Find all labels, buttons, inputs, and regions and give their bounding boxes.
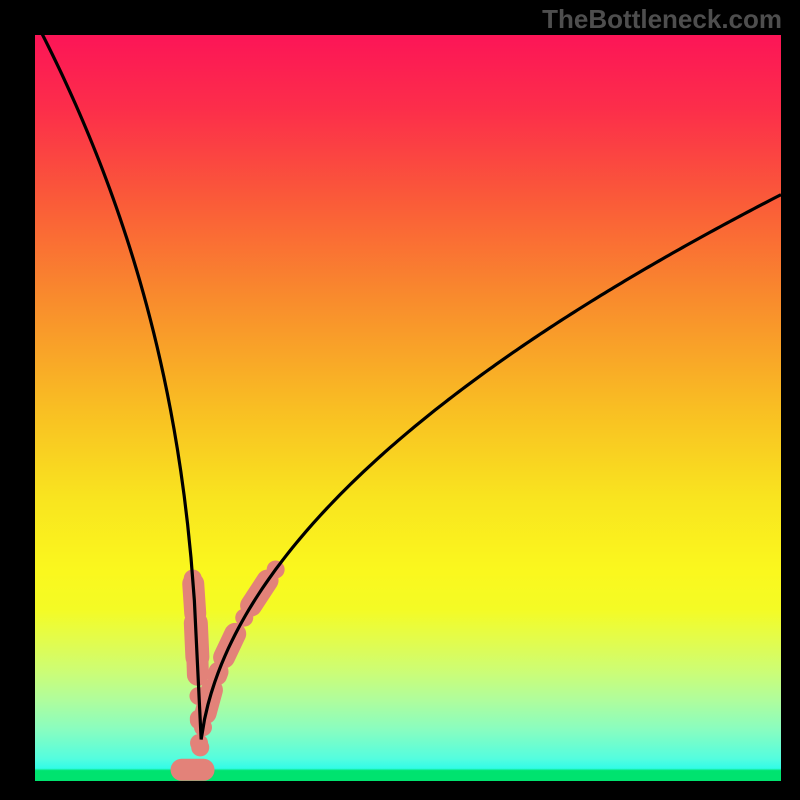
stage: TheBottleneck.com — [0, 0, 800, 800]
curve-layer — [35, 35, 781, 781]
plot-area — [35, 35, 781, 781]
watermark-text: TheBottleneck.com — [542, 4, 782, 35]
bottleneck-curve — [35, 35, 781, 739]
